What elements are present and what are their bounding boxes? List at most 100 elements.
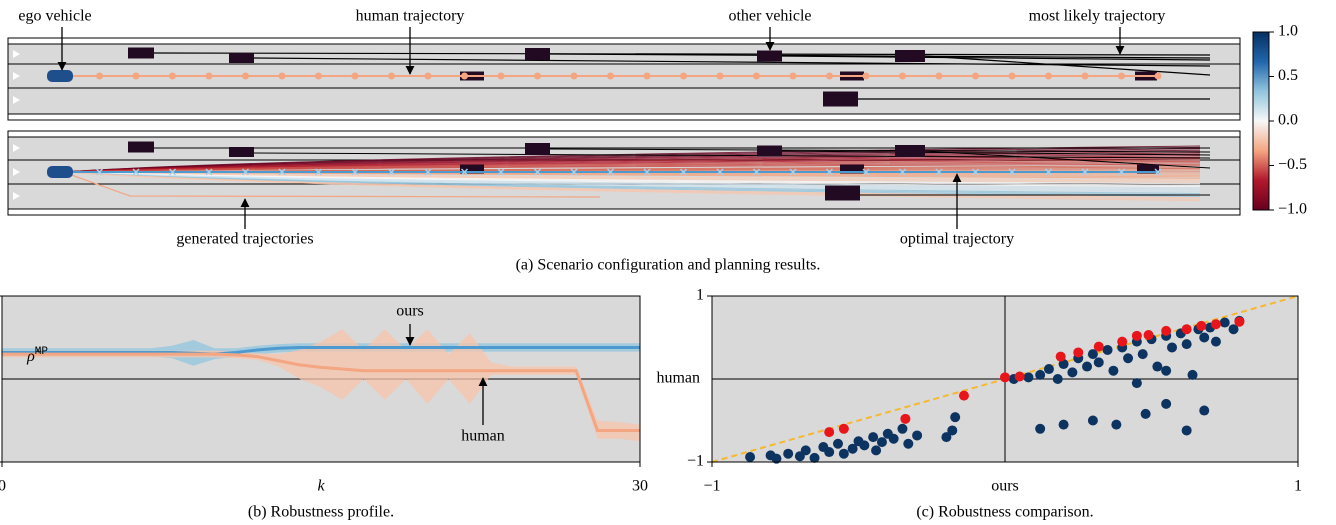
colorbar-tick-label: −1.0 [1278,201,1307,218]
point [1015,372,1025,382]
y-tick-label: 1 [696,287,704,304]
y-tick-label: −1 [687,453,704,470]
trajectory-point [717,73,724,80]
trajectory-point [1118,73,1125,80]
other-vehicle [757,51,782,62]
trajectory-point [753,73,760,80]
annotation: human trajectory [356,8,465,25]
point [1053,374,1063,384]
caption: (b) Robustness profile. [248,504,394,521]
point [959,391,969,401]
figure: ego vehicle human trajectory other vehic… [0,0,1336,525]
trajectory-point [169,73,176,80]
trajectory-point [461,73,468,80]
point [1123,353,1133,363]
y-axis-label-superscript: MP [35,346,49,358]
point [877,437,887,447]
point [824,427,834,437]
point [1161,326,1171,336]
point [1000,372,1010,382]
point [1103,345,1113,355]
trajectory-point [206,73,213,80]
colorbar-scale [1253,32,1269,210]
point [1144,330,1154,340]
trajectory-point [680,73,687,80]
trajectory-point [242,73,249,80]
point [1059,420,1069,430]
trajectory-point [1045,73,1052,80]
point [1220,318,1230,328]
trajectory-point [972,73,979,80]
point [783,449,793,459]
x-tick-label: 1 [1294,478,1302,495]
point [1094,357,1104,367]
other-vehicle [128,48,154,59]
point [1167,342,1177,352]
other-vehicle [895,145,925,157]
other-vehicle [895,50,925,62]
point [912,430,922,440]
point [1094,342,1104,352]
colorbar-tick-label: 1.0 [1278,23,1298,40]
series-label: human [461,428,505,445]
other-vehicle [229,147,254,157]
chart-c: −11−11ours(c) Robustness comparison.huma… [656,287,1302,521]
point [1141,409,1151,419]
ego-vehicle [47,166,73,178]
other-vehicle [823,92,858,107]
annotation: optimal trajectory [900,231,1014,248]
point [1211,319,1221,329]
point [903,439,913,449]
trajectory-point [899,73,906,80]
caption: (a) Scenario configuration and planning … [516,257,821,274]
other-vehicle [825,186,860,201]
scenario-panel [8,38,1240,215]
point [1199,333,1209,343]
point [1082,362,1092,372]
point [745,452,755,462]
x-tick-label: −1 [703,478,720,495]
annotation: most likely trajectory [1029,8,1166,25]
point [1161,366,1171,376]
point [824,447,834,457]
trajectory-point [1009,73,1016,80]
point [1199,406,1209,416]
x-tick-label: 30 [632,478,648,495]
annotation: ego vehicle [18,8,91,25]
point [1182,339,1192,349]
point [1035,424,1045,434]
trajectory-point [96,73,103,80]
point [839,449,849,459]
x-tick-label: 0 [0,478,6,495]
point [1211,337,1221,347]
point [889,434,899,444]
point [868,432,878,442]
trajectory-point [863,73,870,80]
point [950,412,960,422]
point [1182,324,1192,334]
trajectory-point [352,73,359,80]
trajectory-point [315,73,322,80]
point [810,453,820,463]
other-vehicle [757,146,782,157]
x-axis-label: k [317,478,325,495]
point [839,424,849,434]
point [941,432,951,442]
point [1044,364,1054,374]
point [1188,370,1198,380]
trajectory-point [133,73,140,80]
trajectory-point [644,73,651,80]
point [1056,352,1066,362]
other-vehicle [525,48,550,60]
point [1182,425,1192,435]
trajectory-point [936,73,943,80]
colorbar-tick-label: −0.5 [1278,156,1307,173]
caption: (c) Robustness comparison. [916,504,1093,521]
point [833,439,843,449]
point [897,424,907,434]
point [801,445,811,455]
point [1073,347,1083,357]
point [1138,349,1148,359]
trajectory-point [279,73,286,80]
